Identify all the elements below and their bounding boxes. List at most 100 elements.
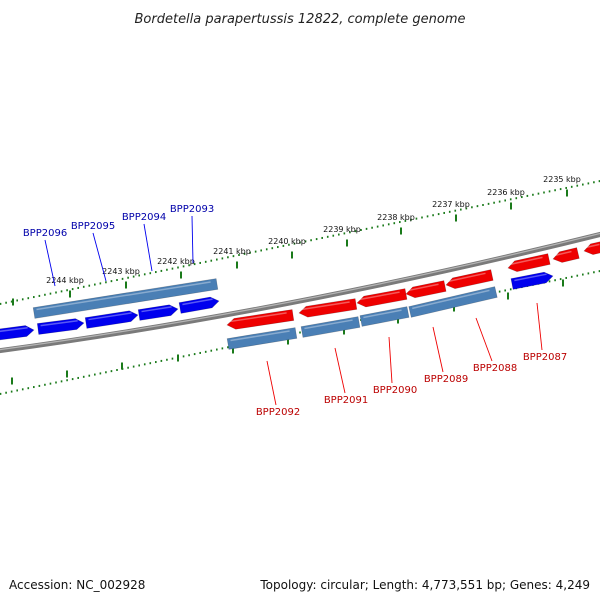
scale-minor-tick <box>149 272 152 275</box>
scale-major-tick <box>121 362 123 370</box>
scale-minor-tick <box>138 364 140 367</box>
scale-minor-tick <box>44 383 46 386</box>
scale-minor-tick <box>132 365 135 368</box>
scale-minor-tick <box>376 225 379 228</box>
scale-minor-tick <box>315 238 318 241</box>
scale-minor-tick <box>299 241 301 244</box>
outer-scale: 2235 kbp 2236 kbp 2237 kbp 2238 kbp 2239 kbp… <box>0 175 600 306</box>
scale-minor-tick <box>82 285 85 288</box>
scale-minor-tick <box>515 197 518 200</box>
genome-backbone-highlight <box>0 232 600 351</box>
label-leader <box>143 223 153 272</box>
label-leader <box>334 347 346 394</box>
scale-label: 2241 kbp <box>213 247 251 256</box>
scale-minor-tick <box>143 273 146 276</box>
scale-minor-tick <box>204 260 207 263</box>
scale-major-tick <box>180 271 182 279</box>
scale-minor-tick <box>304 240 307 243</box>
scale-minor-tick <box>199 351 201 354</box>
scale-minor-tick <box>49 292 52 295</box>
scale-major-tick <box>232 346 234 354</box>
scale-minor-tick <box>532 193 534 196</box>
scale-minor-tick <box>210 259 213 262</box>
scale-minor-tick <box>570 185 573 188</box>
scale-minor-tick <box>521 196 523 199</box>
scale-minor-tick <box>166 358 168 361</box>
scale-major-tick <box>346 239 348 247</box>
scale-minor-tick <box>21 298 24 301</box>
reverse-gene <box>552 247 580 263</box>
scale-minor-tick <box>221 257 224 260</box>
scale-minor-tick <box>232 255 235 258</box>
label-leader <box>475 317 493 362</box>
scale-minor-tick <box>460 208 462 211</box>
scale-minor-tick <box>5 301 7 304</box>
scale-minor-tick <box>166 268 168 271</box>
scale-minor-tick <box>10 390 13 393</box>
scale-minor-tick <box>27 387 30 390</box>
scale-minor-tick <box>321 236 323 239</box>
scale-major-tick <box>177 354 179 362</box>
scale-minor-tick <box>254 250 257 253</box>
scale-minor-tick <box>277 246 279 249</box>
scale-minor-tick <box>38 384 41 387</box>
scale-minor-tick <box>249 251 251 254</box>
scale-minor-tick <box>582 183 584 186</box>
scale-minor-tick <box>27 297 30 300</box>
scale-minor-tick <box>310 239 312 242</box>
scale-minor-tick <box>182 355 185 358</box>
scale-minor-tick <box>227 346 229 349</box>
forward-gene <box>84 310 139 329</box>
reverse-gene-label: BPP2092 <box>256 407 300 418</box>
scale-label: 2238 kbp <box>377 213 415 222</box>
scale-major-tick <box>66 370 68 378</box>
scale-minor-tick <box>482 204 484 206</box>
scale-minor-tick <box>99 372 102 375</box>
scale-minor-tick <box>105 281 107 284</box>
forward-gene <box>36 318 85 335</box>
scale-major-tick <box>455 214 457 222</box>
scale-minor-tick <box>415 217 418 220</box>
scale-minor-tick <box>66 289 68 292</box>
reverse-gene-label: BPP2089 <box>424 374 468 385</box>
scale-major-tick <box>507 292 509 300</box>
reverse-gene-label: BPP2087 <box>523 352 567 363</box>
scale-minor-tick <box>16 389 18 392</box>
scale-major-tick <box>343 327 345 335</box>
scale-minor-tick <box>509 288 512 291</box>
scale-minor-tick <box>426 215 429 218</box>
scale-minor-tick <box>382 224 384 227</box>
scale-minor-tick <box>476 205 479 208</box>
reverse-cds <box>226 327 298 350</box>
footer-stats: Topology: circular; Length: 4,773,551 bp… <box>260 578 590 592</box>
scale-minor-tick <box>354 230 357 233</box>
scale-minor-tick <box>526 194 529 197</box>
scale-minor-tick <box>265 248 268 251</box>
scale-minor-tick <box>399 221 401 224</box>
scale-minor-tick <box>177 266 179 269</box>
scale-minor-tick <box>576 184 579 187</box>
scale-label: 2244 kbp <box>46 276 84 285</box>
scale-minor-tick <box>77 376 79 379</box>
reverse-cds <box>300 316 361 338</box>
scale-minor-tick <box>338 233 340 236</box>
scale-minor-tick <box>443 211 445 214</box>
scale-minor-tick <box>576 274 579 277</box>
gene-labels: BPP2096 BPP2095 BPP2094 BPP2093 BPP2092 BPP20… <box>23 204 567 418</box>
scale-minor-tick <box>471 206 473 209</box>
reverse-gene-label: BPP2091 <box>324 395 368 406</box>
scale-minor-tick <box>171 357 174 360</box>
scale-minor-tick <box>49 382 52 385</box>
label-leader <box>388 336 393 384</box>
scale-label: 2243 kbp <box>102 267 140 276</box>
forward-gene-label: BPP2095 <box>71 221 115 232</box>
scale-major-tick <box>291 251 293 259</box>
reverse-cds <box>408 286 498 318</box>
scale-minor-tick <box>0 302 2 305</box>
scale-minor-tick <box>155 361 157 364</box>
scale-major-tick <box>287 337 289 345</box>
scale-minor-tick <box>487 202 490 205</box>
scale-minor-tick <box>565 186 567 189</box>
scale-major-tick <box>11 377 13 385</box>
